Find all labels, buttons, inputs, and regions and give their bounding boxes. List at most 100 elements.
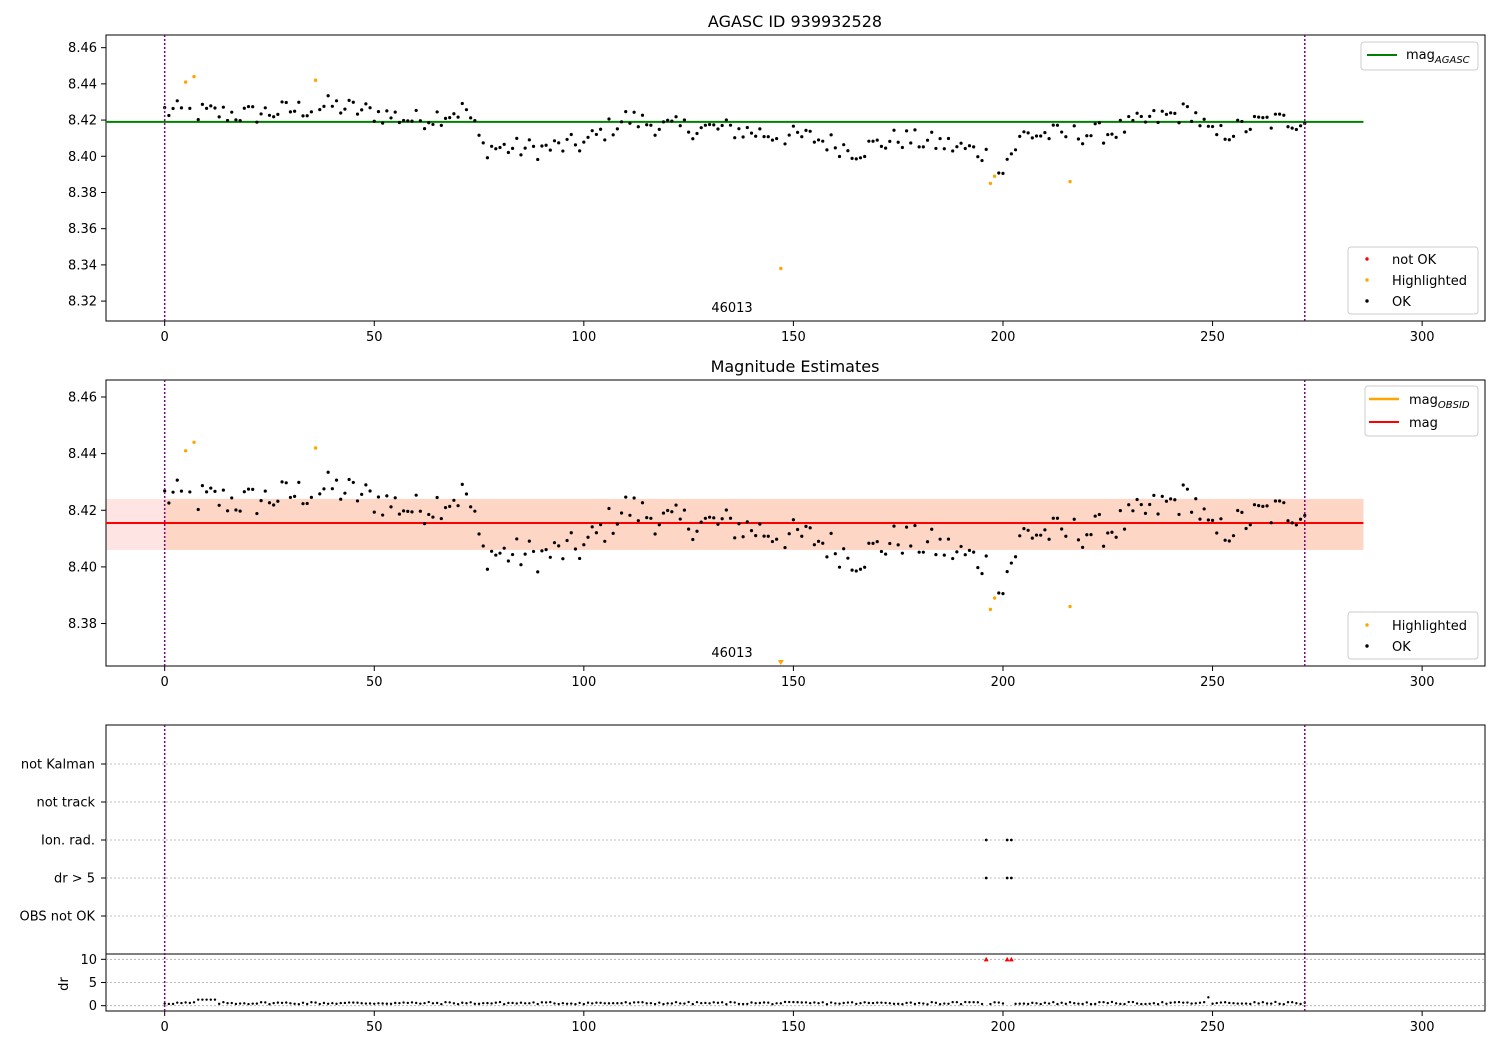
ok-point (666, 118, 670, 122)
dr-point (289, 1002, 292, 1005)
ok-point (942, 147, 946, 151)
ok-point (1231, 134, 1236, 138)
dr-point (1173, 1001, 1177, 1004)
dr-point (905, 1001, 908, 1005)
ok-point (297, 480, 301, 485)
ok-point (1194, 497, 1198, 501)
ok-point (427, 121, 431, 125)
dr-point (1022, 1002, 1026, 1005)
dr-point (557, 1002, 560, 1006)
ok-point (431, 122, 435, 127)
ok-point (502, 546, 506, 550)
ok-point (1210, 518, 1215, 523)
dr-point (402, 1001, 405, 1004)
ok-point (494, 147, 498, 151)
ok-point (1206, 124, 1210, 128)
ok-point (791, 124, 796, 128)
ok-point (938, 136, 942, 141)
ok-point (1131, 509, 1135, 513)
ok-point (624, 110, 628, 114)
ok-point (741, 135, 745, 139)
ok-point (414, 108, 418, 113)
ok-point (339, 111, 343, 115)
dr-point (720, 1001, 724, 1004)
dr-point (360, 1002, 363, 1005)
x-tick-label: 200 (991, 1020, 1016, 1035)
ok-point (368, 106, 372, 110)
dr-point (846, 1001, 850, 1004)
ok-point (569, 132, 573, 137)
ok-point (590, 525, 594, 529)
ok-point (619, 120, 624, 124)
ok-point (418, 119, 422, 123)
dr-point (1043, 1001, 1047, 1004)
ok-point (875, 540, 879, 544)
dr-point (959, 1002, 963, 1006)
ok-point (322, 487, 326, 491)
ok-point (263, 106, 267, 110)
dr-point (561, 1001, 565, 1005)
dr-point (326, 1002, 330, 1005)
highlighted-point (192, 74, 196, 79)
dr-point (373, 1002, 376, 1005)
dr-point (1052, 1000, 1055, 1004)
dr-point (1186, 1001, 1189, 1004)
ok-point (1055, 123, 1060, 127)
dr-point (1211, 1002, 1214, 1005)
dr-point (943, 1002, 946, 1005)
dr-point (779, 1002, 783, 1005)
ok-point (942, 553, 946, 557)
dr-point (461, 1001, 464, 1004)
dr-point (767, 1001, 770, 1004)
x-tick-label: 150 (781, 330, 806, 345)
dr-clipped-marker (1008, 956, 1014, 962)
top-legend-points: not OK Highlighted OK (1347, 246, 1479, 315)
dr-point (603, 1002, 606, 1005)
ok-point (469, 116, 473, 120)
ok-point (431, 515, 435, 519)
ok-point (586, 135, 590, 139)
panel-flags: not Kalman not track Ion. rad. dr > 5 OBS no… (20, 724, 1486, 1035)
legend-ok-mid: OK (1392, 640, 1411, 655)
ok-point (842, 143, 846, 147)
ok-point (1169, 497, 1173, 501)
ok-point (645, 515, 649, 520)
dr-point (880, 1001, 883, 1004)
ok-point (326, 94, 330, 98)
dr-point (578, 1001, 581, 1005)
ok-point (1013, 148, 1018, 152)
dr-point (641, 1001, 644, 1004)
ok-point (1248, 127, 1252, 131)
dr-point (293, 1002, 296, 1006)
ok-point (1131, 118, 1135, 123)
ok-point (1227, 539, 1231, 543)
ok-point (787, 133, 791, 137)
dr-point (901, 1003, 904, 1006)
dr-point (817, 1001, 820, 1005)
ok-point (200, 102, 205, 106)
ok-point (548, 148, 552, 152)
ok-point (494, 553, 498, 557)
ok-point (1278, 112, 1282, 116)
dr-point (708, 1002, 711, 1005)
dr-point (892, 1002, 896, 1006)
dr-point (645, 1002, 648, 1005)
ok-point (888, 541, 892, 546)
ok-point (758, 127, 762, 131)
ok-point (598, 523, 603, 527)
dr-point (1123, 1002, 1126, 1006)
ok-point (439, 516, 443, 521)
ok-point (527, 539, 531, 543)
ok-point (795, 527, 800, 532)
ok-point (280, 480, 284, 484)
ok-point (1177, 512, 1181, 517)
ok-point (603, 539, 607, 543)
x-tick-label: 300 (1410, 675, 1435, 690)
ok-point (707, 122, 712, 127)
ok-point (946, 537, 951, 541)
dr-point (1290, 1001, 1294, 1004)
flag-point (1005, 838, 1009, 842)
x-tick-label: 200 (991, 330, 1016, 345)
ok-point (997, 171, 1001, 175)
ok-point (846, 149, 850, 153)
